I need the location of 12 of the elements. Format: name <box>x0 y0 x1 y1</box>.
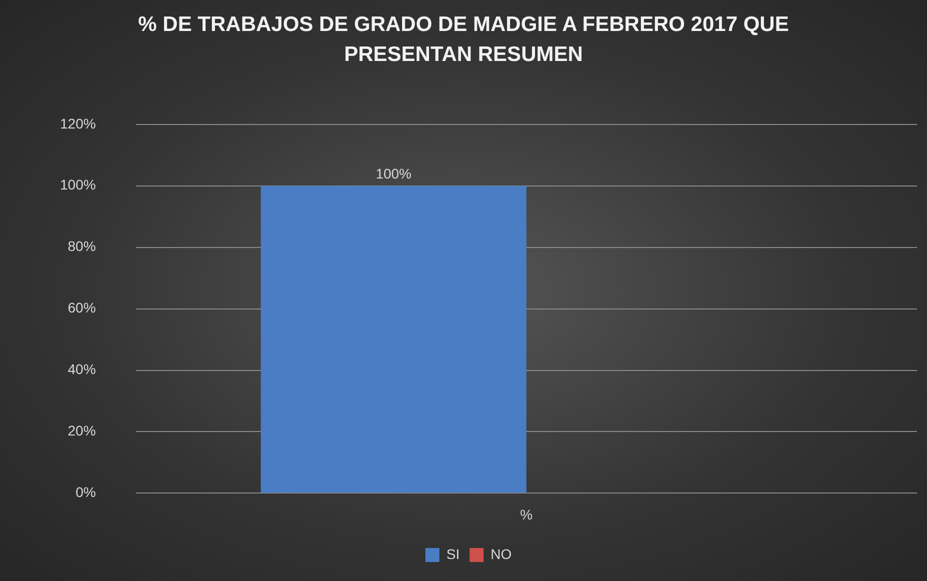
x-tick-label: % <box>520 506 533 522</box>
data-label: 100% <box>376 166 412 182</box>
y-tick-label: 0% <box>76 484 96 500</box>
legend-label: SI <box>446 546 460 562</box>
y-tick-label: 120% <box>60 115 96 132</box>
y-tick-label: 100% <box>60 176 96 193</box>
y-tick-label: 60% <box>68 300 96 316</box>
y-tick-label: 20% <box>68 422 96 439</box>
y-tick-label: 80% <box>68 238 96 254</box>
legend-label: NO <box>490 546 512 562</box>
y-tick-label: 40% <box>68 361 96 378</box>
chart-title: % DE TRABAJOS DE GRADO DE MADGIE A FEBRERO 2017 QUE PRESENTAN RESUMEN <box>137 12 790 68</box>
